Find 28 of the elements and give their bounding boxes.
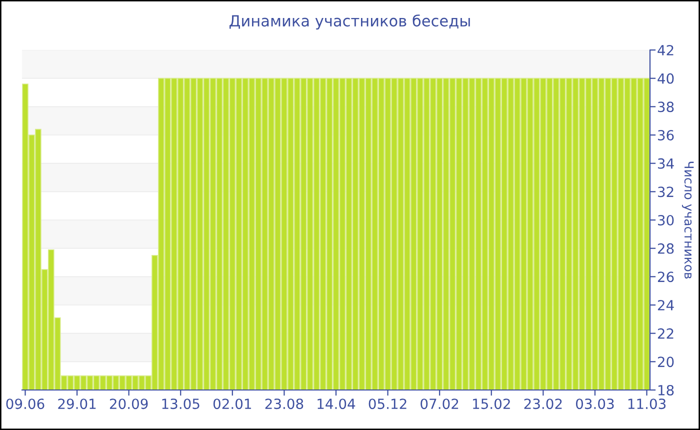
y-tick-label: 34 bbox=[658, 158, 674, 169]
x-tick-label: 29.01 bbox=[58, 398, 96, 410]
y-tick-label: 40 bbox=[658, 73, 674, 84]
y-tick-label: 26 bbox=[658, 272, 674, 282]
x-tick-label: 23.08 bbox=[265, 398, 304, 410]
y-tick-label: 30 bbox=[658, 214, 674, 226]
y-tick-label: 36 bbox=[658, 130, 674, 140]
x-tick-label: 05.12 bbox=[368, 398, 406, 410]
x-tick-label: 09.06 bbox=[6, 398, 44, 410]
y-tick-label: 18 bbox=[658, 384, 674, 396]
y-tick-label: 38 bbox=[658, 102, 674, 112]
x-tick-label: 11.03 bbox=[628, 398, 666, 410]
y-tick-label: 32 bbox=[658, 186, 674, 198]
y-axis-title: Число участников bbox=[682, 162, 694, 279]
y-tick-label: 28 bbox=[658, 243, 674, 254]
x-tick-label: 07.02 bbox=[420, 398, 458, 410]
x-tick-label: 13.05 bbox=[162, 398, 200, 410]
x-tick-label: 15.02 bbox=[473, 398, 510, 410]
y-tick-label: 22 bbox=[658, 328, 674, 339]
x-tick-label: 20.09 bbox=[110, 398, 148, 410]
x-tick-label: 23.02 bbox=[524, 398, 562, 410]
x-tick-label: 03.03 bbox=[576, 398, 614, 410]
chart-title: Динамика участников беседы bbox=[230, 14, 470, 30]
y-tick-label: 42 bbox=[658, 44, 674, 56]
y-tick-label: 24 bbox=[658, 300, 674, 310]
x-tick-label: 02.01 bbox=[213, 398, 252, 410]
y-tick-label: 20 bbox=[658, 356, 674, 368]
x-tick-label: 14.04 bbox=[318, 398, 356, 410]
